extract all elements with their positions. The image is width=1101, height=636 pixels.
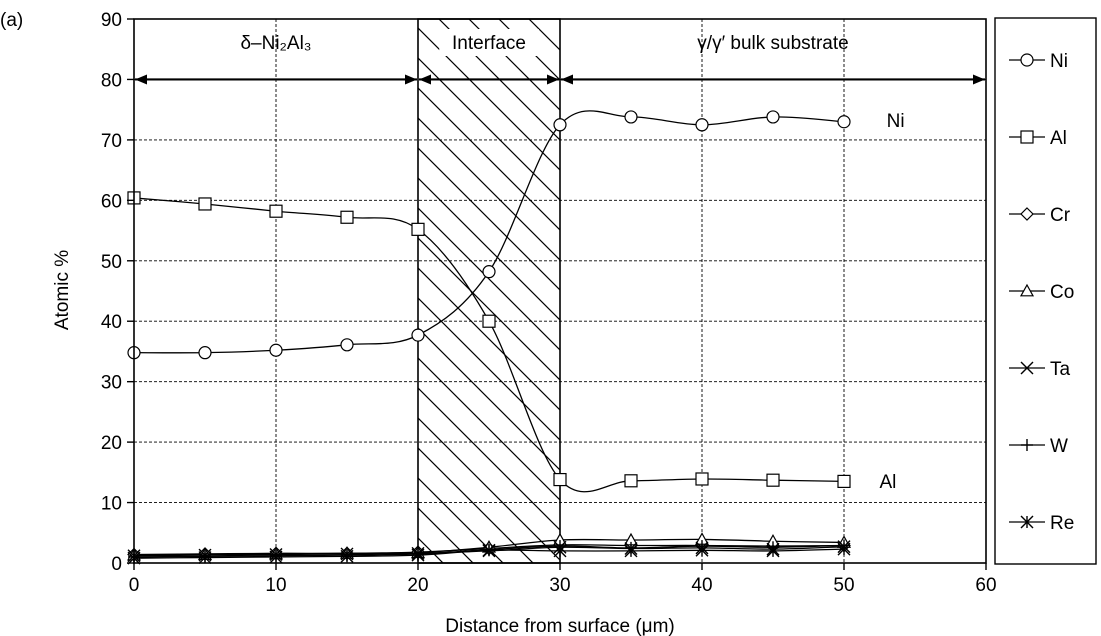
x-tick-label: 60 [975,575,996,596]
data-point-ni [340,338,354,352]
data-point-ni [624,110,638,124]
data-point-ni [837,115,851,129]
series-al [127,191,851,493]
annotation-ni: Ni [887,111,905,132]
region-arrowhead [973,74,985,85]
interface-hatched-region [417,18,561,564]
data-point-al [482,314,496,328]
x-tick-label: 40 [691,575,712,596]
data-point-ni [269,343,283,357]
figure-label: (a) [0,10,23,31]
x-tick-label: 30 [549,575,570,596]
legend: Ni Al Cr Co Ta W Re [994,17,1097,565]
data-point-re [340,549,354,563]
data-point-al [411,222,425,236]
marker-triangle [1019,283,1035,297]
y-tick-label: 90 [101,10,122,31]
y-tick-label: 30 [101,373,122,394]
data-point-al [340,210,354,224]
series-layer [126,110,852,565]
y-tick-label: 70 [101,131,122,152]
region-arrowhead [419,74,431,85]
data-point-ni [411,328,425,342]
marker-diamond [1020,207,1034,221]
legend-item-re: Re [1009,513,1074,534]
y-tick-label: 10 [101,494,122,515]
data-point-al [695,472,709,486]
legend-item-ta: Ta [1009,359,1071,380]
data-point-re [837,542,851,556]
x-tick-label: 50 [833,575,854,596]
data-point-ni [695,118,709,132]
x-tick-label: 0 [129,575,140,596]
marker-x [1020,361,1034,375]
data-point-re [411,548,425,562]
legend-label-co: Co [1050,282,1074,303]
region-arrowhead [405,74,417,85]
series-line-ni [133,110,845,354]
data-point-ni [482,265,496,279]
data-point-re [269,550,283,564]
data-point-re [553,544,567,558]
annotations-layer: Ni Al [880,111,905,493]
data-point-al [766,473,780,487]
region-label-1: Interface [452,33,526,54]
data-point-re [482,543,496,557]
marker-asterisk [1020,515,1034,529]
data-point-ni [198,346,212,360]
region-arrowhead [561,74,573,85]
legend-label-cr: Cr [1050,205,1071,226]
legend-label-ta: Ta [1050,359,1071,380]
marker-circle [1020,53,1034,67]
region-label-bg [439,29,539,56]
y-axis-label: Atomic % [52,250,73,330]
legend-label-w: W [1050,436,1068,457]
x-axis-label: Distance from surface (μm) [445,616,675,636]
data-point-al [198,197,212,211]
data-point-al [624,474,638,488]
data-point-re [766,544,780,558]
legend-item-ni: Ni [1009,51,1068,72]
series-line-al [133,197,845,493]
legend-item-al: Al [1009,128,1067,149]
y-tick-label: 20 [101,433,122,454]
x-tick-label: 20 [407,575,428,596]
y-tick-label: 60 [101,191,122,212]
x-tick-label: 10 [265,575,286,596]
region-arrowhead [547,74,559,85]
y-tick-label: 40 [101,312,122,333]
marker-plus [1021,439,1033,451]
data-point-re [624,544,638,558]
legend-label-ni: Ni [1050,51,1068,72]
y-tick-label: 0 [111,554,122,575]
legend-item-cr: Cr [1009,205,1071,226]
data-point-al [553,472,567,487]
data-point-ni [766,110,780,124]
y-tick-label: 80 [101,70,122,91]
data-point-ni [553,118,567,132]
region-label-2: γ/γ′ bulk substrate [697,33,848,54]
y-tick-label: 50 [101,252,122,273]
region-arrowhead [135,74,147,85]
data-point-re [198,551,212,565]
region-label-0: δ–Ni₂Al₃ [240,33,311,54]
marker-square [1020,130,1034,144]
legend-label-al: Al [1050,128,1067,149]
legend-item-w: W [1009,436,1068,457]
axes: 0 10 20 30 40 50 60 70 80 90 0 10 20 30 40 50 60 [101,10,997,596]
legend-label-re: Re [1050,513,1074,534]
data-point-al [269,204,283,218]
data-point-re [695,543,709,557]
annotation-al: Al [880,472,897,493]
series-re [127,542,851,565]
data-point-al [837,474,851,488]
series-ni [127,110,851,360]
legend-item-co: Co [1009,282,1074,303]
